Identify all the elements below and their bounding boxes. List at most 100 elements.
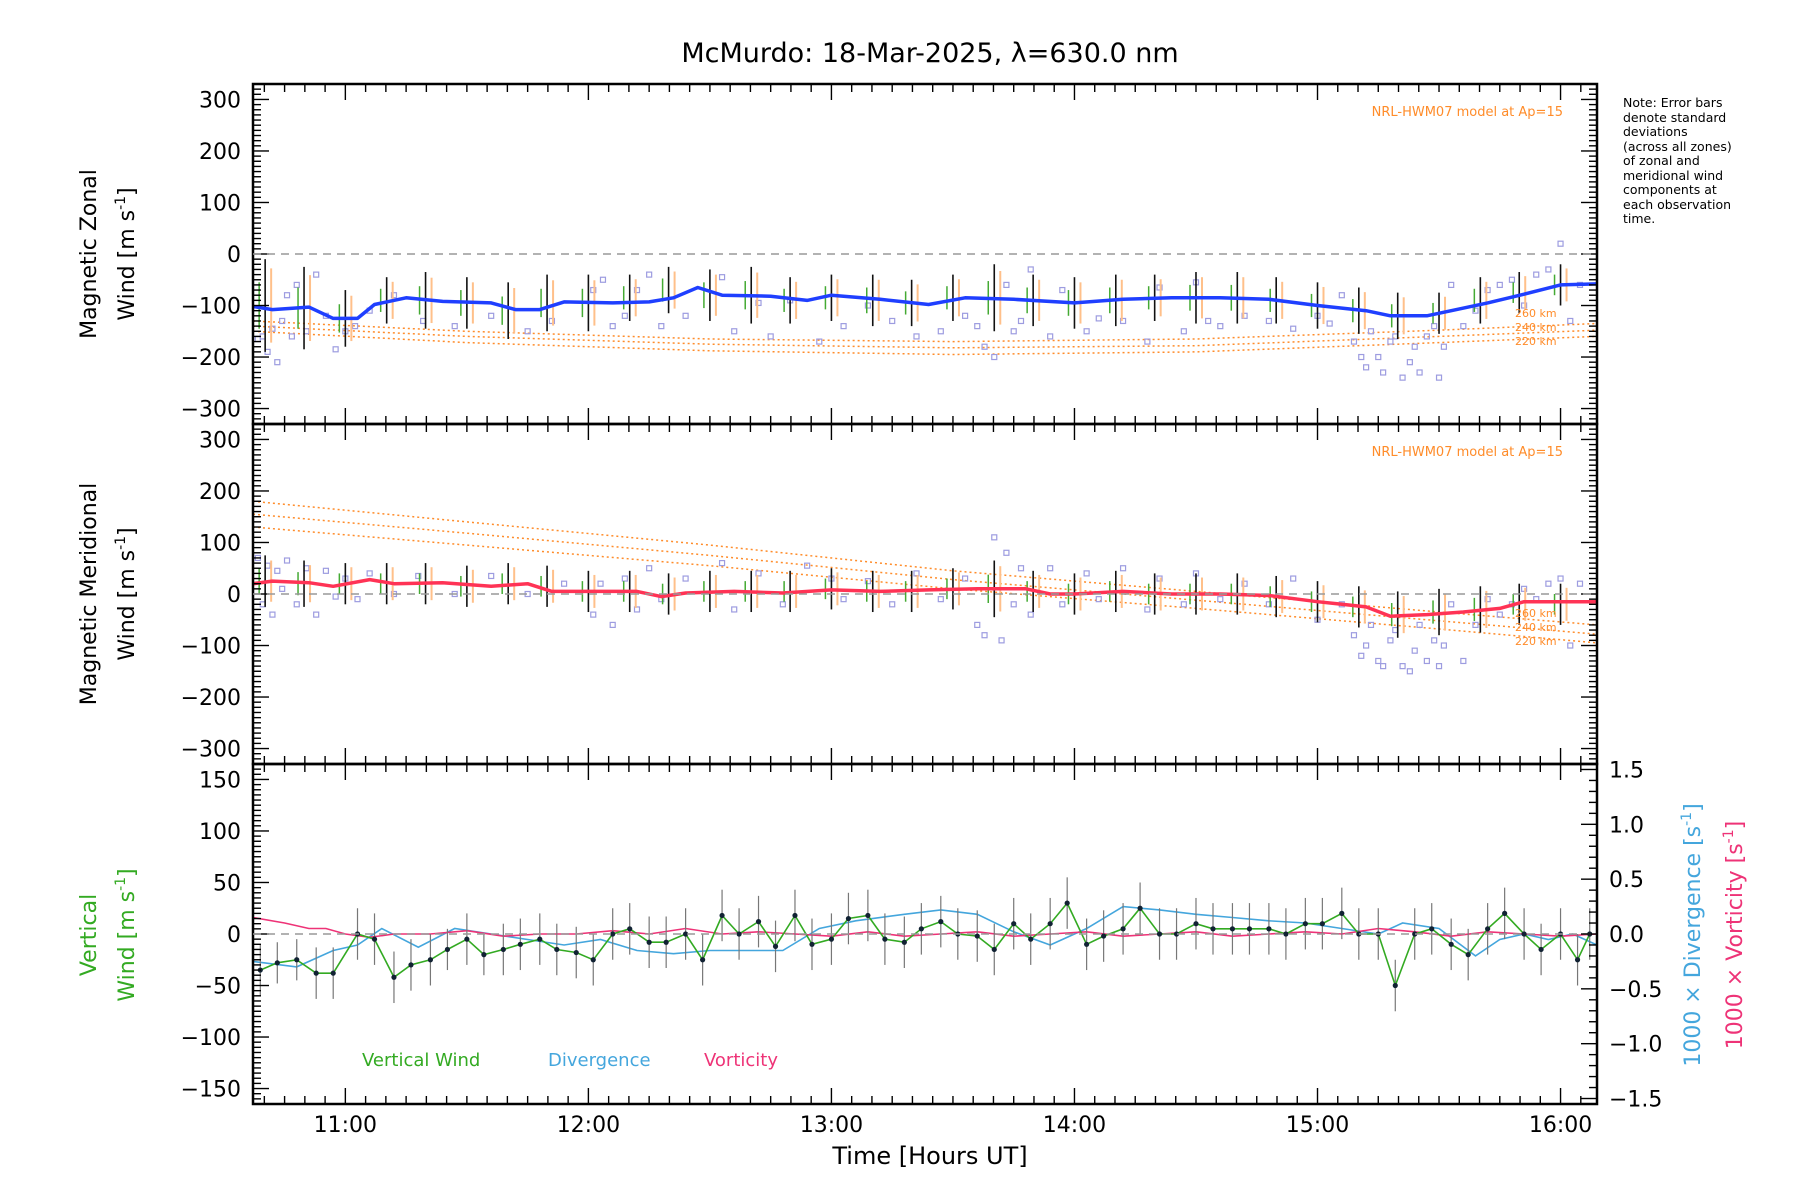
vertical-wind-point [1283,931,1289,937]
meridional-zone-point [755,570,762,577]
meridional-zone-point [974,621,981,629]
vertical-ylabel-close: ] [115,868,140,877]
zonal-model-height-220: 220 km [1515,335,1557,348]
zonal-axes: 300 200 100 0 −100 −200 −300 [181,82,1599,426]
zonal-series-line [252,282,1598,321]
zonal-zone-point [1508,276,1516,283]
note-line: denote standard [1623,109,1727,125]
vertical-wind-point [1521,931,1527,937]
meridional-zone-point [1180,601,1187,608]
meridional-zone-point [998,637,1005,644]
meridional-model-label: NRL-HWM07 model at Ap=15 [1372,445,1563,460]
zonal-zone-point [889,317,896,325]
meridional-ylabel-line1: Magnetic Meridional [77,483,102,705]
zonal-y-tick-label: −100 [181,295,241,320]
meridional-zone-point [1156,575,1163,582]
meridional-zone-point [1217,596,1224,603]
vertical-wind-point [1229,926,1236,932]
note-line: Note: Error bars [1623,95,1723,110]
meridional-zone-point [293,601,300,608]
vorticity-ylabel-text: 1000 × Vorticity [s-1] [1721,821,1748,1049]
meridional-zone-point [1431,637,1438,644]
meridional-zone-point [1119,565,1127,572]
vertical-wind-point [1266,926,1272,932]
zonal-zone-point [1435,374,1443,381]
meridional-zone-point [1557,575,1564,582]
vertical-wind-point [809,941,815,947]
divergence-ylabel-sup: -1 [1679,812,1695,826]
vertical-wind-point [865,912,871,919]
zonal-zone-point [1367,328,1375,335]
zonal-zone-point [488,312,495,319]
zonal-wind-line [252,282,1598,321]
divergence-ylabel-text: 1000 × Divergence [s-1] [1679,803,1706,1066]
zonal-zone-point [1380,369,1387,376]
meridional-zone-point [682,575,689,582]
zonal-zone-point [1363,364,1370,371]
zonal-zone-point [283,292,291,299]
zonal-zone-point [1095,315,1102,322]
meridional-zone-point [731,606,738,613]
meridional-zone-point [962,575,969,582]
meridional-zone-point [322,567,330,574]
zonal-ylabel-unit: Wind [m s [115,210,140,321]
meridional-axes: 300 200 100 0 −100 −200 −300 [181,422,1599,766]
meridional-zone-point [1576,580,1584,587]
zonal-model-curves [252,320,1598,356]
vertical-wind-point [736,931,742,937]
vertical-wind-point [1302,921,1308,927]
zonal-error-bars [258,259,1568,352]
vorticity-ylabel-sup: -1 [1721,829,1737,843]
meridional-panel: 300 200 100 0 −100 −200 −300 NRL-HWM07 model a… [77,422,1599,766]
meridional-zone-point [779,601,786,608]
meridional-zone-point [488,572,495,580]
meridional-zone-point [283,557,291,564]
vertical-ylabel-line1: Vertical [77,894,102,976]
zonal-y-tick-label: 300 [199,88,241,113]
x-tick-label: 16:00 [1529,1113,1592,1138]
meridional-zone-point [1380,663,1387,670]
meridional-zone-point [633,606,641,613]
meridional-model-height-220: 220 km [1515,635,1557,648]
meridional-zone-point [804,562,811,569]
meridional-zone-point [269,611,276,618]
meridional-zone-point [597,580,604,587]
vorticity-ylabel-close: ] [1723,821,1748,830]
zonal-zone-point [390,292,398,299]
zonal-zone-point [718,274,726,281]
zonal-y-tick-label: 200 [199,140,241,165]
vertical-right-tick-label: 1.5 [1609,758,1644,783]
zonal-zone-point [1290,325,1297,332]
zonal-zone-point [1448,281,1455,289]
meridional-zone-point [366,570,373,577]
meridional-zone-point [590,611,597,618]
meridional-zone-point [1358,652,1365,659]
vertical-ylabel: Vertical Wind [m s-1] [77,868,140,1001]
zonal-zone-point [840,323,847,330]
zonal-zone-point [293,281,300,289]
zonal-zone-point [1440,343,1447,350]
meridional-zone-point [1545,580,1552,587]
vertical-wind-point [1339,910,1345,916]
zonal-zone-point [1205,317,1212,325]
vertical-wind-point [1392,982,1398,989]
meridional-zone-point [1363,642,1370,649]
meridional-zone-point [313,611,320,618]
zonal-y-tick-label: 100 [199,191,241,216]
zonal-model-curve [252,330,1598,356]
divergence-ylabel-main: 1000 × Divergence [s [1681,826,1706,1067]
vertical-y-tick-label: −50 [195,975,241,1000]
zonal-zone-point [1567,317,1574,325]
vertical-right-tick-label: −1.0 [1609,1033,1662,1058]
meridional-zone-point [354,596,361,603]
divergence-ylabel-close: ] [1681,803,1706,812]
x-tick-label: 14:00 [1043,1113,1106,1138]
vertical-wind-point [1084,941,1090,947]
zonal-zone-point [1399,374,1406,381]
vertical-wind-point [1574,957,1581,963]
meridional-zone-point [1350,632,1358,639]
zonal-zone-point [1265,317,1272,325]
vertical-wind-point [444,946,451,953]
zonal-zone-point [1217,323,1224,330]
